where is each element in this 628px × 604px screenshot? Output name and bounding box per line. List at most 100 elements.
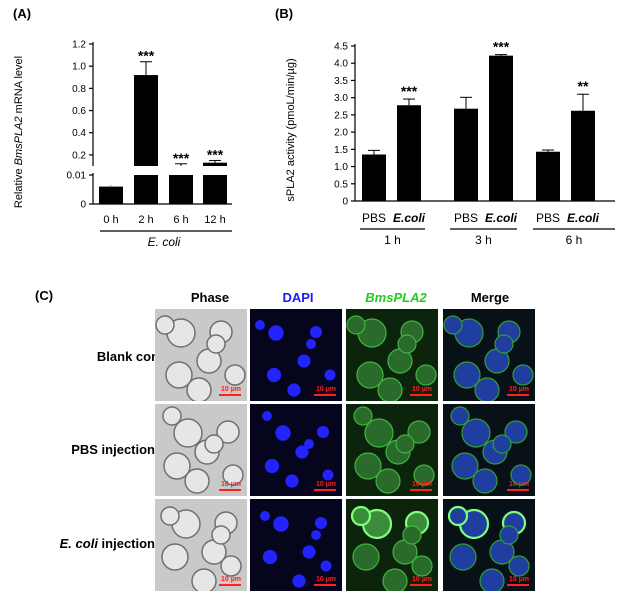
cell — [356, 361, 384, 389]
bar — [203, 175, 227, 204]
cell — [155, 315, 175, 335]
micrograph-tile: 10 µm — [443, 309, 535, 401]
cell — [285, 474, 299, 488]
cell — [451, 452, 479, 480]
cell — [447, 505, 469, 527]
scale-bar-label: 10 µm — [221, 576, 241, 583]
cell — [160, 506, 180, 526]
micrograph-tile: 10 µm — [346, 309, 438, 401]
cell — [275, 425, 291, 441]
scale-bar — [410, 489, 432, 491]
micrograph-image — [346, 315, 437, 401]
scale-bar-label: 10 µm — [509, 386, 529, 393]
scale-bar — [507, 584, 529, 586]
y-tick-label: 4.0 — [334, 59, 348, 70]
cell — [222, 464, 244, 486]
micrograph-tile: 10 µm — [155, 309, 247, 401]
cell — [204, 434, 224, 454]
scale-bar-label: 10 µm — [412, 576, 432, 583]
chart-a: Relative BmsPLA2 mRNA level 0.2 0.4 0.6 0.8… — [13, 40, 232, 249]
scale-bar — [219, 584, 241, 586]
bar — [397, 105, 421, 201]
y-tick-label: 1.0 — [72, 62, 86, 73]
y-tick-label: 0.2 — [72, 150, 86, 161]
scale-bar — [314, 584, 336, 586]
cell — [287, 383, 301, 397]
cell — [260, 511, 270, 521]
micrograph-tile: 10 µm — [155, 499, 247, 591]
row-label-ecoli-italic: E. coli — [59, 536, 98, 551]
cell — [186, 377, 212, 401]
bar — [134, 75, 158, 166]
cell — [161, 543, 189, 571]
y-tick-label: 0.5 — [334, 179, 348, 190]
bar — [536, 151, 560, 201]
y-tick-label: 2.5 — [334, 110, 348, 121]
micrograph-image — [350, 505, 433, 591]
bar — [99, 186, 123, 204]
scale-bar-label: 10 µm — [316, 386, 336, 393]
micrograph-image — [447, 505, 530, 591]
cell — [297, 354, 311, 368]
cell — [211, 525, 231, 545]
cell — [449, 543, 477, 571]
y-tick-label: 3.5 — [334, 76, 348, 87]
cell — [354, 452, 382, 480]
col-head-merge: Merge — [470, 290, 510, 305]
y-tick-label: 0.01 — [67, 171, 87, 182]
micrograph-tile: 10 µm — [250, 309, 342, 401]
scale-bar — [507, 489, 529, 491]
cell — [165, 361, 193, 389]
scale-bar-label: 10 µm — [221, 386, 241, 393]
micrograph-image — [255, 320, 336, 397]
x-tick-label: PBS — [362, 211, 386, 225]
micrograph-image — [162, 406, 244, 494]
group-label: 1 h — [384, 233, 401, 247]
row-label-ecoli-rest: injection — [97, 536, 155, 551]
cell — [395, 434, 415, 454]
scale-bar — [410, 584, 432, 586]
cell — [508, 555, 530, 577]
cell — [346, 315, 366, 335]
y-tick-label: 0 — [342, 197, 348, 208]
cell — [474, 377, 500, 401]
cell — [304, 439, 314, 449]
bar — [571, 110, 595, 201]
group-label: 3 h — [475, 233, 492, 247]
scale-bar-label: 10 µm — [509, 576, 529, 583]
x-tick-label: PBS — [536, 211, 560, 225]
cell — [163, 452, 191, 480]
scale-bar — [219, 394, 241, 396]
cell — [411, 555, 433, 577]
cell — [191, 568, 217, 591]
cell — [306, 339, 316, 349]
significance-label: *** — [173, 150, 190, 166]
micrograph-image — [353, 406, 435, 494]
cell — [353, 406, 373, 426]
cell — [472, 468, 498, 494]
micrograph-image — [160, 506, 242, 591]
cell — [364, 418, 394, 448]
cell — [375, 468, 401, 494]
panel-a-letter: (A) — [13, 6, 32, 21]
cell — [302, 545, 316, 559]
cell — [413, 464, 435, 486]
bar — [489, 55, 513, 202]
micrograph-tile: 10 µm — [250, 404, 342, 496]
cell — [350, 505, 372, 527]
cell — [322, 469, 334, 481]
y-tick-label: 0.6 — [72, 106, 86, 117]
x-tick-label: 12 h — [204, 214, 225, 226]
micrograph-image — [155, 315, 246, 401]
x-tick-label: 6 h — [173, 214, 188, 226]
scale-bar-label: 10 µm — [316, 576, 336, 583]
panel-c-letter: (C) — [35, 288, 54, 303]
cell — [450, 406, 470, 426]
significance-label: ** — [578, 78, 589, 94]
micrograph-image — [443, 315, 534, 401]
row-label-pbs-injection: PBS injection — [71, 442, 155, 457]
cell — [273, 516, 289, 532]
cell — [382, 568, 408, 591]
scale-bar-label: 10 µm — [509, 481, 529, 488]
panel-b-letter: (B) — [275, 6, 294, 21]
